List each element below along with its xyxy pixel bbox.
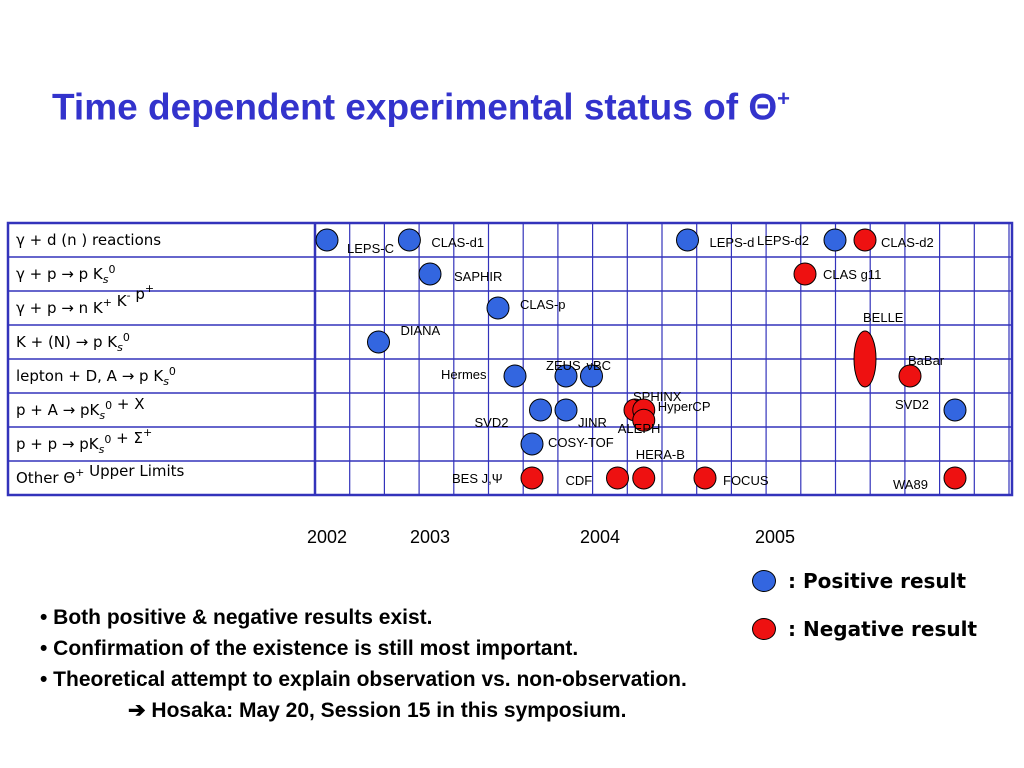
result-point-label: BES J,Ψ (452, 471, 503, 486)
result-point-label: SAPHIR (454, 269, 502, 284)
result-point-positive (554, 364, 578, 388)
result-point-negative (693, 466, 717, 490)
result-point-negative (520, 466, 544, 490)
theta-superscript: + (777, 86, 790, 111)
year-tick-label: 2005 (755, 527, 795, 547)
bullet-item: • Theoretical attempt to explain observa… (40, 668, 687, 691)
result-point-label: SVD2 (895, 397, 929, 412)
result-point-positive (580, 364, 603, 388)
result-point-label: CLAS g11 (823, 267, 881, 282)
result-point-label: LEPS-d (710, 235, 755, 250)
result-point-label: ALEPH (618, 421, 661, 436)
slide-title: Time dependent experimental status of Θ+ (52, 86, 790, 128)
result-point-positive (823, 228, 847, 252)
result-point-label: CLAS-d2 (881, 235, 934, 250)
result-point-positive (529, 398, 552, 422)
result-point-label: HyperCP (658, 399, 711, 414)
slide-title-text: Time dependent experimental status of (52, 86, 739, 128)
result-point-label: WA89 (893, 477, 928, 492)
bullet-item: • Both positive & negative results exist… (40, 606, 433, 629)
bullet-list: • Both positive & negative results exist… (40, 602, 687, 726)
result-point-positive (397, 228, 421, 252)
result-point-label: CDF (566, 473, 593, 488)
result-point-positive (486, 296, 510, 320)
year-tick-label: 2004 (580, 527, 620, 547)
result-point-label: SVD2 (475, 415, 509, 430)
result-point-positive (315, 228, 339, 252)
result-point-negative (606, 466, 629, 490)
result-point-negative (793, 262, 817, 286)
result-point-label: LEPS-C (347, 241, 394, 256)
result-point-positive (676, 228, 699, 252)
row-label: γ + d (n ) reactions (16, 231, 161, 249)
result-point-negative (853, 228, 877, 252)
result-point-label: JINR (578, 415, 607, 430)
result-point-label: BaBar (908, 353, 945, 368)
result-point-label: LEPS-d2 (757, 233, 809, 248)
row-label: lepton + D, A → p Ks0 (16, 365, 176, 388)
result-point-negative (853, 330, 877, 388)
result-point-positive (554, 398, 578, 422)
result-point-negative (943, 466, 967, 490)
result-point-positive (367, 330, 390, 354)
row-label: γ + p → p Ks0 (16, 263, 115, 286)
result-point-negative (632, 466, 656, 490)
result-point-label: BELLE (863, 310, 904, 325)
legend-positive-label: : Positive result (788, 569, 967, 593)
row-label: K + (N) → p Ks0 (16, 331, 130, 354)
arrow-note: ➔ Hosaka: May 20, Session 15 in this sym… (128, 699, 627, 722)
result-point-label: COSY-TOF (548, 435, 614, 450)
row-label: p + p → pKs0 + Σ+ (16, 426, 152, 456)
result-point-label: Hermes (441, 367, 487, 382)
result-point-label: DIANA (401, 323, 441, 338)
result-point-label: ZEUS (546, 358, 581, 373)
result-point-positive (943, 398, 967, 422)
row-label: p + A → pKs0 + X (16, 395, 144, 422)
year-tick-label: 2002 (307, 527, 347, 547)
year-tick-label: 2003 (410, 527, 450, 547)
row-label: γ + p → n K+ K- p+ (16, 282, 154, 317)
result-point-label: νBC (587, 358, 612, 373)
result-point-label: CLAS-p (520, 297, 566, 312)
bullet-item: • Confirmation of the existence is still… (40, 637, 579, 660)
result-point-negative (898, 364, 922, 388)
result-point-positive (503, 364, 527, 388)
result-point-label: HERA-B (636, 447, 685, 462)
result-point-label: CLAS-d1 (431, 235, 484, 250)
result-point-positive (418, 262, 442, 286)
result-point-label: FOCUS (723, 473, 769, 488)
legend-positive-marker (752, 570, 776, 592)
legend-negative-label: : Negative result (788, 617, 978, 641)
row-label: Other Θ+ Upper Limits (16, 462, 185, 487)
result-point-positive (520, 432, 544, 456)
theta-symbol: Θ (748, 86, 778, 128)
result-point-negative (632, 408, 656, 432)
legend-negative-marker (752, 618, 776, 640)
